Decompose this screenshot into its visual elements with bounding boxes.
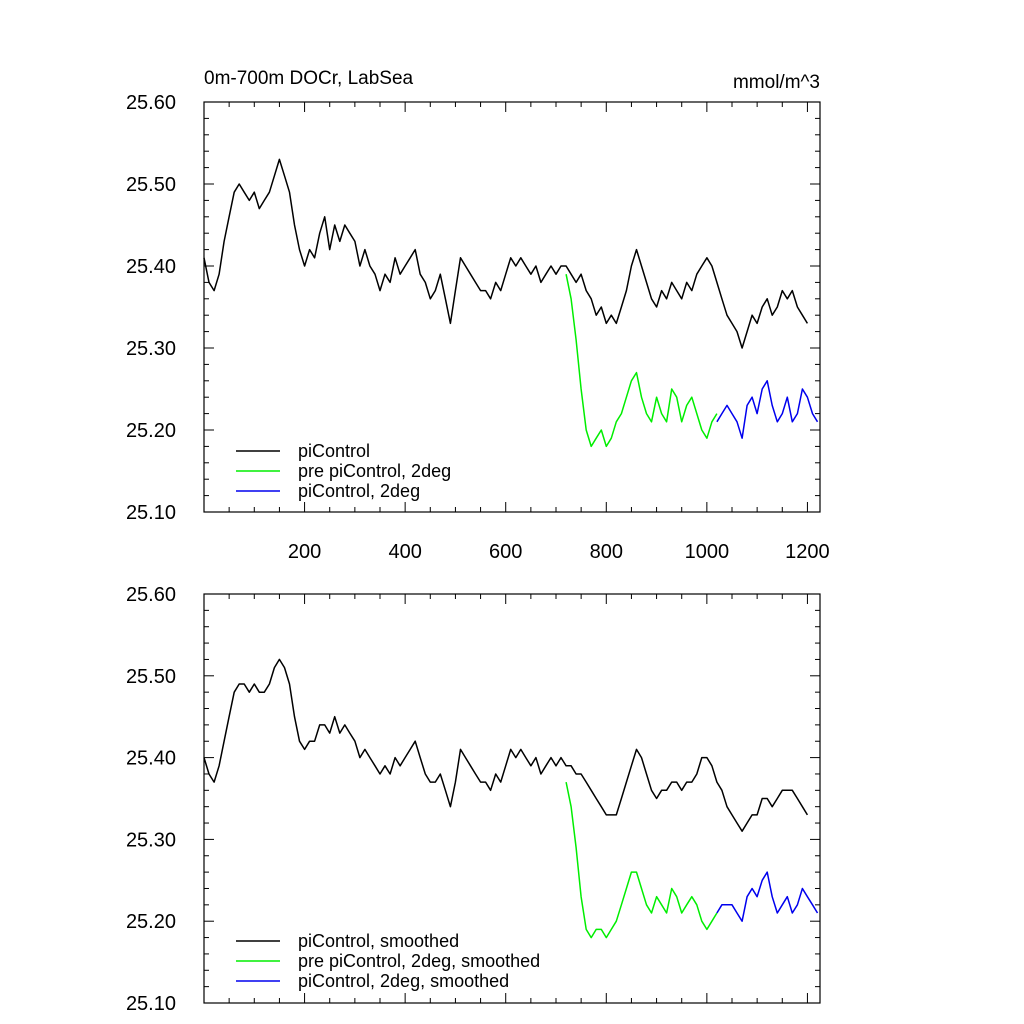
y-tick-label: 25.60 (126, 584, 176, 606)
y-tick-label: 25.40 (126, 748, 176, 770)
axis-ticks (204, 101, 820, 513)
x-tick-label: 1200 (785, 541, 830, 563)
series-line (565, 274, 718, 448)
x-tick-label: 400 (388, 541, 421, 563)
legend-label: piControl, 2deg (298, 481, 420, 501)
tick-labels: 25.10 25.20 25.30 25.40 25.50 25.60 (126, 584, 176, 1015)
legend-label: piControl, smoothed (298, 931, 459, 951)
y-tick-label: 25.10 (126, 502, 176, 524)
series-line (565, 781, 718, 939)
legend-label: piControl (298, 441, 370, 461)
legend-label: piControl, 2deg, smoothed (298, 971, 509, 991)
plot-frame (203, 101, 821, 513)
series-lines (203, 658, 819, 939)
legend-label: pre piControl, 2deg (298, 461, 451, 481)
y-tick-label: 25.30 (126, 338, 176, 360)
series-line (716, 871, 819, 922)
series-line (203, 158, 809, 349)
y-tick-label: 25.30 (126, 829, 176, 851)
bottom-chart-panel: 25.10 25.20 25.30 25.40 25.50 25.60 piControl… (126, 584, 821, 1015)
x-tick-label: 600 (489, 541, 522, 563)
x-tick-label: 1000 (685, 541, 730, 563)
y-tick-label: 25.20 (126, 911, 176, 933)
y-tick-label: 25.40 (126, 256, 176, 278)
y-tick-label: 25.50 (126, 666, 176, 688)
tick-labels: 25.10 25.20 25.30 25.40 25.50 25.60 200 400 600 8… (126, 92, 830, 563)
chart-title: 0m-700m DOCr, LabSea (204, 68, 414, 89)
units-label: mmol/m^3 (733, 72, 820, 93)
top-chart-panel: 0m-700m DOCr, LabSea mmol/m^3 25.10 25.20… (126, 68, 830, 563)
y-tick-label: 25.60 (126, 92, 176, 114)
plot-frame (203, 593, 821, 1004)
series-line (716, 380, 819, 439)
series-lines (203, 158, 819, 448)
x-tick-label: 200 (288, 541, 321, 563)
y-tick-label: 25.20 (126, 420, 176, 442)
legend-label: pre piControl, 2deg, smoothed (298, 951, 540, 971)
series-line (203, 658, 809, 832)
y-tick-label: 25.50 (126, 174, 176, 196)
x-tick-label: 800 (590, 541, 623, 563)
y-tick-label: 25.10 (126, 993, 176, 1015)
